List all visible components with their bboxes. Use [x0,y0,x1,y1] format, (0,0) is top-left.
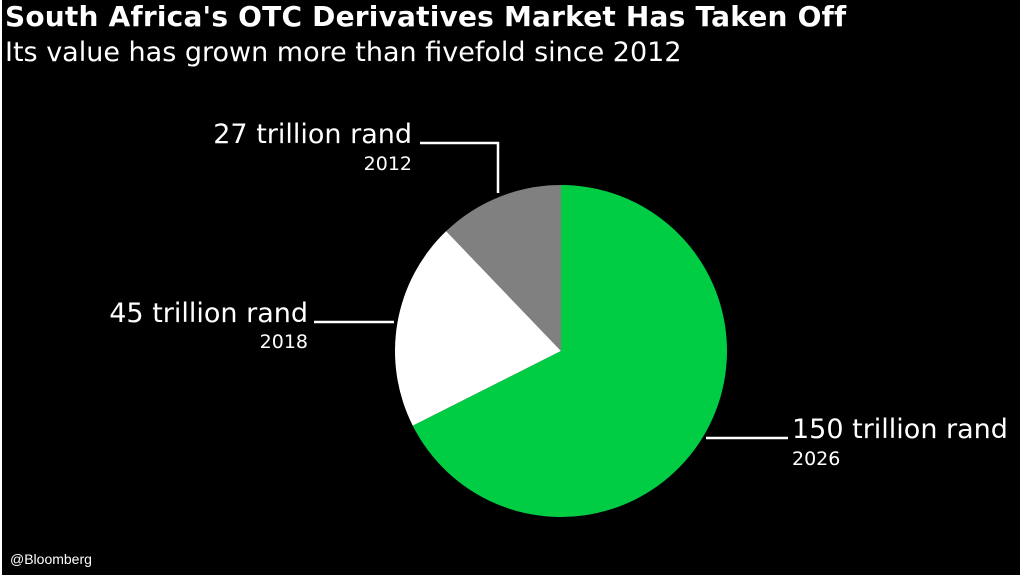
pie-slice-2026 [412,185,727,517]
chart-subtitle: Its value has grown more than fivefold s… [5,37,682,68]
slice-year-label-2012: 2012 [364,153,412,175]
source-credit: @Bloomberg [10,551,92,567]
pie-slice-2012 [446,185,561,351]
slice-value-label-2012: 27 trillion rand [213,119,412,150]
slice-value-label-2026: 150 trillion rand [792,414,1008,445]
leader-line-2012 [420,141,500,193]
slice-year-label-2018: 2018 [260,331,308,353]
pie-slice-2018 [395,231,561,426]
slice-year-label-2026: 2026 [792,448,840,470]
chart-title: South Africa's OTC Derivatives Market Ha… [5,0,847,33]
slice-value-label-2018: 45 trillion rand [109,298,308,329]
